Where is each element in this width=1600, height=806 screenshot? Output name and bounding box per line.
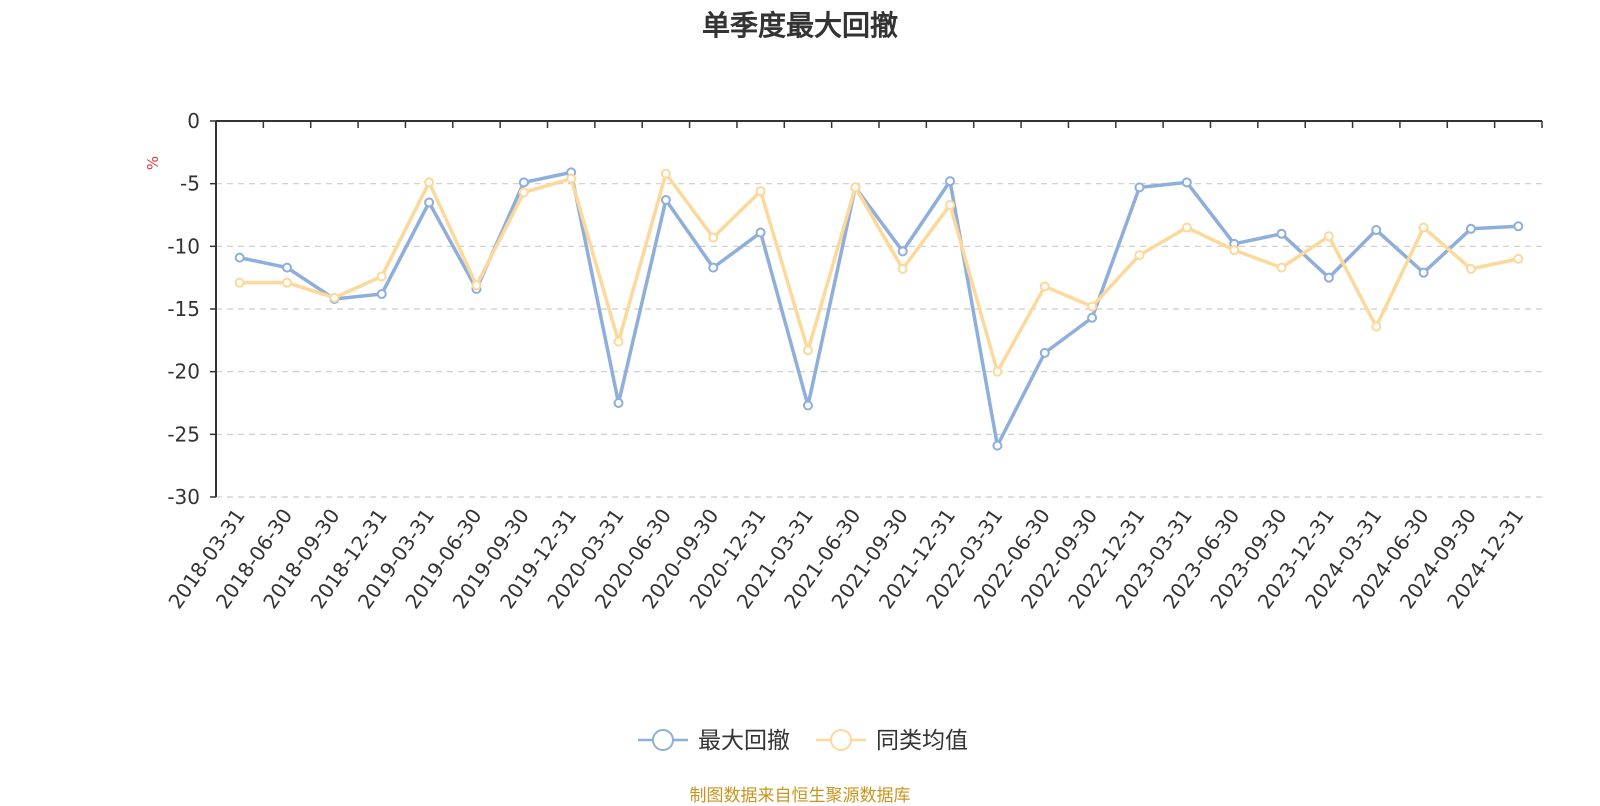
data-point xyxy=(613,336,624,347)
y-tick-label: -20 xyxy=(167,360,200,384)
data-point xyxy=(755,186,766,197)
data-point xyxy=(424,197,435,208)
data-point xyxy=(945,176,956,187)
y-tick-label: -5 xyxy=(180,172,200,196)
legend-item-2[interactable]: 同类均值 xyxy=(816,728,968,754)
data-point xyxy=(1513,253,1524,264)
data-point xyxy=(1087,312,1098,323)
data-point xyxy=(1039,347,1050,358)
data-point xyxy=(1371,225,1382,236)
data-point xyxy=(518,177,529,188)
y-tick-label: -30 xyxy=(167,485,200,509)
data-point xyxy=(660,194,671,205)
data-point xyxy=(1134,182,1145,193)
data-point xyxy=(802,345,813,356)
data-point xyxy=(992,366,1003,377)
data-point xyxy=(708,262,719,273)
data-point xyxy=(897,246,908,257)
legend-marker xyxy=(652,729,674,751)
data-point xyxy=(1465,263,1476,274)
y-tick-label: -10 xyxy=(167,234,200,258)
data-point xyxy=(471,280,482,291)
data-point xyxy=(329,292,340,303)
data-point xyxy=(992,440,1003,451)
y-axis-label: % xyxy=(144,156,162,170)
data-point xyxy=(1181,177,1192,188)
series-2 xyxy=(234,168,1524,377)
grid-lines xyxy=(216,183,1542,498)
data-point xyxy=(1181,222,1192,233)
data-point xyxy=(613,398,624,408)
data-point xyxy=(1513,221,1524,232)
legend-label: 最大回撤 xyxy=(698,728,790,754)
data-point xyxy=(755,227,766,238)
legend-label: 同类均值 xyxy=(876,728,968,754)
series-line xyxy=(239,171,1519,374)
data-point xyxy=(945,199,956,210)
legend-marker xyxy=(830,729,852,751)
data-point xyxy=(897,263,908,274)
data-point xyxy=(1323,231,1334,242)
y-tick-label: -15 xyxy=(167,297,200,321)
data-point xyxy=(660,168,671,179)
data-point xyxy=(566,173,577,184)
data-point xyxy=(282,277,293,288)
data-point xyxy=(1276,262,1287,273)
data-point xyxy=(1229,245,1240,256)
data-point xyxy=(1418,267,1429,278)
data-point xyxy=(708,232,719,243)
data-point xyxy=(850,182,861,193)
data-point xyxy=(1323,272,1334,283)
data-point xyxy=(1087,301,1098,312)
data-point xyxy=(282,262,293,273)
data-point xyxy=(1276,228,1287,239)
series-1 xyxy=(234,167,1524,451)
data-point xyxy=(424,177,435,188)
data-point xyxy=(1371,321,1382,332)
data-source-note: 制图数据来自恒生聚源数据库 xyxy=(689,786,911,806)
legend[interactable]: 最大回撤 同类均值 xyxy=(638,728,968,754)
data-point xyxy=(376,271,387,282)
data-point xyxy=(376,288,387,299)
data-point xyxy=(1418,222,1429,233)
data-point xyxy=(802,400,813,411)
data-point xyxy=(234,252,245,263)
data-point xyxy=(1134,250,1145,261)
series xyxy=(234,167,1524,451)
y-tick-label: 0 xyxy=(187,109,200,133)
series-line xyxy=(239,170,1519,448)
data-point xyxy=(518,187,529,198)
chart-title: 单季度最大回撤 xyxy=(701,9,898,42)
data-point xyxy=(1039,281,1050,292)
data-point xyxy=(234,277,245,288)
y-tick-label: -25 xyxy=(167,422,200,446)
legend-item-1[interactable]: 最大回撤 xyxy=(638,728,790,754)
data-point xyxy=(1465,223,1476,234)
